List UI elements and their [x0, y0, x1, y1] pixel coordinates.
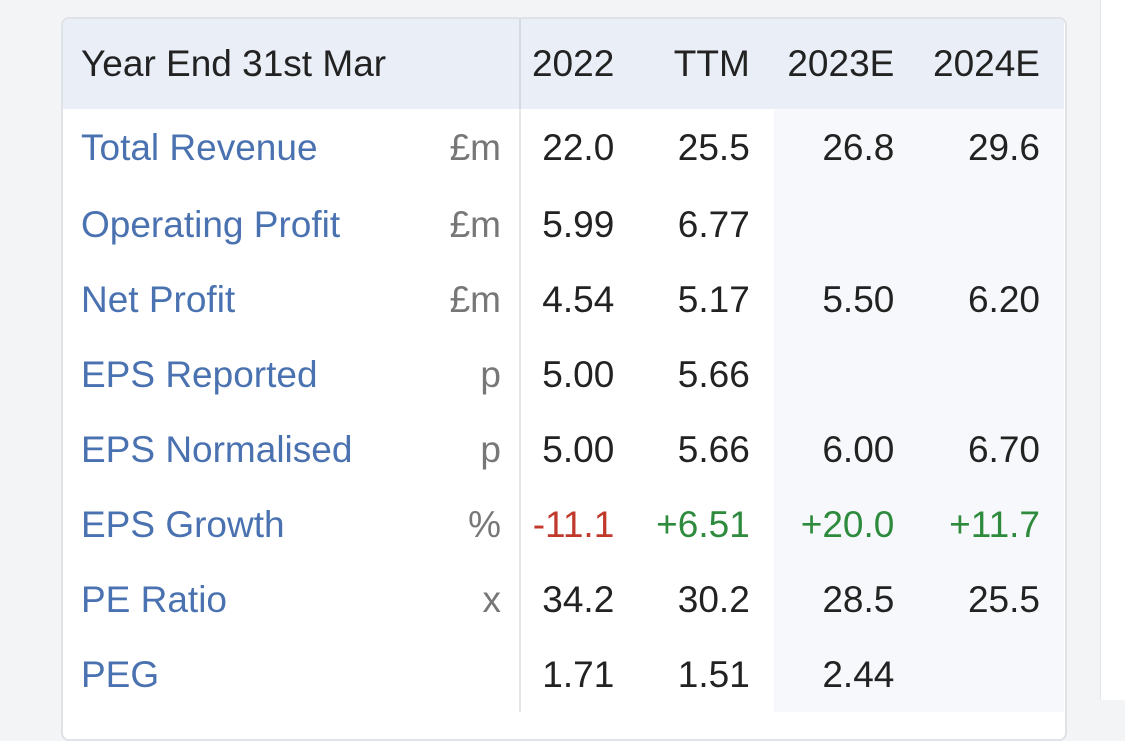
row-unit: £m — [449, 278, 501, 320]
cell-value: 5.66 — [638, 337, 774, 412]
header-col-2024e: 2024E — [933, 43, 1040, 84]
cell-value: 5.50 — [773, 262, 919, 337]
cell-value — [918, 337, 1064, 412]
cell-value — [918, 187, 1064, 262]
row-label-peg[interactable]: PEG — [81, 653, 160, 695]
cell-value: 5.00 — [518, 337, 639, 412]
row-unit: p — [480, 353, 501, 395]
table-row-net-profit: Net Profit £m 4.54 5.17 5.50 6.20 — [63, 262, 1064, 337]
row-label-net-profit[interactable]: Net Profit — [81, 278, 236, 320]
header-year-end: Year End 31st Mar — [81, 43, 387, 84]
cell-value: 2.44 — [773, 637, 919, 712]
cell-value: 1.71 — [518, 637, 639, 712]
cell-value: 6.20 — [918, 262, 1064, 337]
cell-value — [773, 187, 919, 262]
table-row-total-revenue: Total Revenue £m 22.0 25.5 26.8 29.6 — [63, 109, 1064, 187]
table-row-peg: PEG 1.71 1.51 2.44 — [63, 637, 1064, 712]
table-row-operating-profit: Operating Profit £m 5.99 6.77 — [63, 187, 1064, 262]
cell-value: 28.5 — [773, 562, 919, 637]
cell-value — [918, 637, 1064, 712]
cell-value: 25.5 — [638, 109, 774, 187]
table-row-eps-growth: EPS Growth % -11.1 +6.51 +20.0 +11.7 — [63, 487, 1064, 562]
cell-value: 5.17 — [638, 262, 774, 337]
table-row-pe-ratio: PE Ratio x 34.2 30.2 28.5 25.5 — [63, 562, 1064, 637]
row-unit — [407, 637, 520, 712]
cell-value-positive: +11.7 — [918, 487, 1064, 562]
cell-value: 5.66 — [638, 412, 774, 487]
financials-card: Year End 31st Mar 2022 TTM 2023E 2024E T… — [61, 17, 1067, 741]
cell-value: 5.00 — [518, 412, 639, 487]
cell-value: 29.6 — [918, 109, 1064, 187]
cell-value — [773, 337, 919, 412]
row-unit: % — [468, 503, 501, 545]
cell-value: 4.54 — [518, 262, 639, 337]
cell-value: 6.77 — [638, 187, 774, 262]
cell-value: 26.8 — [773, 109, 919, 187]
adjacent-panel-edge — [1100, 0, 1125, 700]
cell-value: 5.99 — [518, 187, 639, 262]
cell-value: 1.51 — [638, 637, 774, 712]
table-row-eps-reported: EPS Reported p 5.00 5.66 — [63, 337, 1064, 412]
cell-value: 30.2 — [638, 562, 774, 637]
row-unit: £m — [449, 203, 501, 245]
table-header-row: Year End 31st Mar 2022 TTM 2023E 2024E — [63, 19, 1064, 109]
table-row-eps-normalised: EPS Normalised p 5.00 5.66 6.00 6.70 — [63, 412, 1064, 487]
cell-value-positive: +20.0 — [773, 487, 919, 562]
financials-table: Year End 31st Mar 2022 TTM 2023E 2024E T… — [63, 19, 1065, 712]
row-label-operating-profit[interactable]: Operating Profit — [81, 203, 341, 245]
row-label-eps-growth[interactable]: EPS Growth — [81, 503, 285, 545]
row-unit: p — [480, 428, 501, 470]
row-label-pe-ratio[interactable]: PE Ratio — [81, 578, 228, 620]
header-col-ttm: TTM — [673, 43, 750, 84]
header-col-2023e: 2023E — [787, 43, 895, 84]
row-unit: £m — [449, 127, 501, 168]
row-unit: x — [482, 578, 502, 620]
row-label-total-revenue[interactable]: Total Revenue — [81, 127, 318, 168]
cell-value: 6.00 — [773, 412, 919, 487]
cell-value: 25.5 — [918, 562, 1064, 637]
header-col-2022: 2022 — [518, 19, 639, 109]
cell-value: 22.0 — [518, 109, 639, 187]
row-label-eps-reported[interactable]: EPS Reported — [81, 353, 318, 395]
cell-value-negative: -11.1 — [518, 487, 639, 562]
row-label-eps-normalised[interactable]: EPS Normalised — [81, 428, 353, 470]
cell-value: 6.70 — [918, 412, 1064, 487]
cell-value: 34.2 — [518, 562, 639, 637]
cell-value-positive: +6.51 — [638, 487, 774, 562]
